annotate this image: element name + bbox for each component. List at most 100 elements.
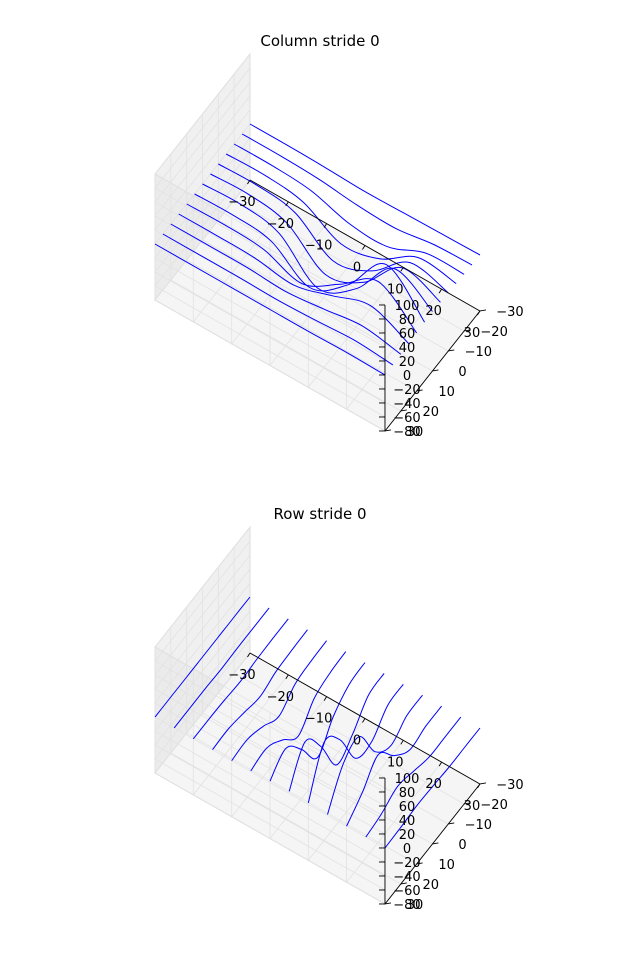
z-tick-label: 20 [399,355,416,370]
wire-line [194,193,426,323]
grid-line-z [154,638,386,891]
wire-line [173,607,270,729]
x-tick [323,223,328,228]
z-tick-label: 20 [399,828,416,843]
subplot-1: −30−20−100102030−30−20−100102030−80−60−4… [154,32,524,440]
grid-line-z [154,95,386,348]
y-tick-label: 0 [458,838,466,853]
z-tick-label: −80 [393,898,420,913]
z-tick-label: −40 [393,870,420,885]
y-tick [416,862,423,865]
grid-line-z [154,652,386,905]
x-tick [323,696,328,701]
wire-line [231,640,327,761]
wire-line [186,203,418,334]
x-tick-label: 10 [387,282,404,297]
x-tick-label: 10 [387,755,404,770]
z-tick-label: 0 [403,842,411,857]
y-tick [432,842,439,845]
y-tick-label: −30 [496,305,523,320]
y-tick-label: −30 [496,778,523,793]
y-tick-label: 10 [438,858,455,873]
y-tick-label: −10 [465,818,492,833]
z-tick-label: 40 [399,341,416,356]
y-tick [448,349,455,352]
wire-line [269,662,366,782]
wire-line [154,596,251,718]
wire-line [192,618,289,740]
y-tick [479,782,487,785]
wire-line [202,183,433,312]
grid-line-z [154,624,386,877]
x-tick [477,310,481,316]
wire-line [384,727,481,849]
z-tick-label: 40 [399,814,416,829]
z-tick-label: −40 [393,397,420,412]
x-tick [285,201,289,207]
y-tick [464,802,471,805]
grid-line-z [154,526,386,779]
wire-line [288,673,385,792]
x-tick [362,245,366,250]
grid-line-z [154,568,386,821]
x-tick [400,267,404,272]
wire-line [178,213,410,344]
y-tick [384,902,392,905]
wire-line [210,173,441,303]
wire-line [346,705,442,827]
grid-line-z [154,67,386,320]
x-tick [438,761,443,767]
wire-line [327,694,423,815]
y-tick [416,389,423,392]
grid-line-z [154,540,386,793]
wire-line [249,123,481,256]
x-tick-label: −20 [267,217,294,232]
y-tick-label: 10 [438,385,455,400]
y-tick-label: 20 [423,878,440,893]
grid-line-z [154,109,386,362]
x-tick [477,783,481,789]
x-tick-label: 0 [353,733,361,748]
x-tick-label: 30 [464,799,481,814]
y-tick [400,409,407,412]
chart-title: Column stride 0 [260,32,379,50]
x-tick [285,674,289,680]
y-tick [400,882,407,885]
wire-line [365,716,462,838]
subplot-2: −30−20−100102030−30−20−100102030−80−60−4… [154,505,524,913]
z-tick-label: 100 [395,299,420,314]
y-tick-label: −20 [480,798,507,813]
x-tick-label: −30 [228,195,255,210]
grid-line-z [154,582,386,835]
x-tick-label: −10 [305,712,332,727]
grid-line-z [154,53,386,306]
y-tick [464,329,471,332]
wire-line [233,143,465,275]
grid-line-z [154,165,386,418]
grid-line-z [154,81,386,334]
y-tick [448,822,455,825]
z-tick-label: 0 [403,369,411,384]
grid-line-z [154,554,386,807]
wire-line [241,133,473,266]
x-tick-label: 30 [464,326,481,341]
x-tick-label: −20 [267,690,294,705]
z-tick-label: −20 [393,856,420,871]
z-tick-label: 80 [399,313,416,328]
z-tick-label: −60 [393,884,420,899]
wire-line [154,243,386,376]
wire-line [250,651,347,772]
z-tick-label: −60 [393,411,420,426]
wire-line [218,163,449,294]
y-tick [432,369,439,372]
y-tick-label: 20 [423,405,440,420]
x-tick [438,288,443,294]
x-tick-label: −30 [228,668,255,683]
z-tick-label: −20 [393,383,420,398]
chart-title: Row stride 0 [273,505,366,523]
z-tick-label: 100 [395,772,420,787]
y-tick-label: 30 [407,425,424,440]
wire-line [307,684,404,804]
z-tick-label: 80 [399,786,416,801]
wire-line [225,153,457,285]
